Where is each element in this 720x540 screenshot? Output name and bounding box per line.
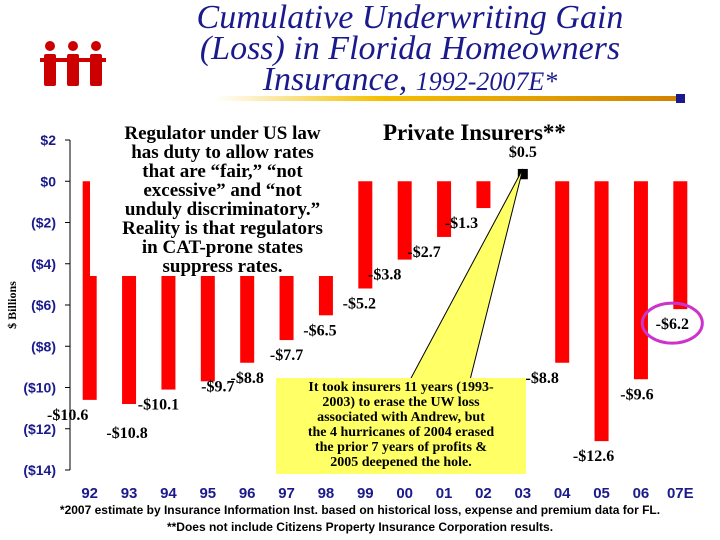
data-label: -$3.8 [368,267,401,284]
data-label: -$6.2 [656,316,689,333]
data-label: -$10.6 [47,407,88,424]
highlight-ellipse [640,301,704,345]
x-tick-label: 02 [475,485,492,502]
chart-title: Cumulative Underwriting Gain (Loss) in F… [130,0,690,98]
x-tick-label: 99 [357,485,374,502]
callout-line-4: excessive” and “not [143,180,302,201]
data-label: -$5.2 [343,296,376,313]
footnote-line-2: **Does not include Citizens Property Ins… [166,520,554,534]
title-line-3: Insurance, 1992-2007E* [130,61,690,98]
x-tick-label: 95 [199,485,216,502]
title-line-3-text: Insurance, [262,61,408,98]
y-axis-title: $ Billions [5,281,19,329]
callout-line-3: that are “fair,” “not [142,161,303,182]
data-label: -$12.6 [573,448,614,465]
bar-99 [358,181,373,289]
note-pointer-wedge [409,168,524,381]
y-tick-label: $0 [40,173,56,189]
bar-02 [476,181,491,209]
x-tick-label: 93 [121,485,138,502]
x-tick-label: 92 [81,485,98,502]
footnote-line-1: *2007 estimate by Insurance Information … [59,503,661,517]
x-tick-label: 03 [514,485,531,502]
note-box-background [276,378,526,474]
x-tick-label: 00 [396,485,413,502]
data-label: $0.5 [509,144,537,161]
data-label: -$2.7 [407,244,440,261]
bar-00 [397,181,412,260]
data-label: -$1.3 [445,215,478,232]
note-line-1: It took insurers 11 years (1993- [308,380,494,395]
x-tick-label: 07E [667,485,694,502]
y-tick-label: $2 [40,132,56,148]
y-tick-label: ($2) [31,215,56,231]
callout-line-1: Regulator under US law [124,123,321,144]
bar-04 [555,181,570,363]
x-tick-label: 94 [160,485,177,502]
callout-line-7: in CAT-prone states [141,237,304,258]
data-label: -$8.8 [231,370,264,387]
data-label: -$6.5 [303,322,336,339]
andrew-note-callout: It took insurers 11 years (1993- 2003) to… [276,380,526,470]
bar-06 [633,181,648,380]
data-label: -$7.7 [270,347,303,364]
bar-05 [594,181,609,442]
note-line-2: 2003) to erase the UW loss [322,395,480,410]
callout-line-6: Reality is that regulators [122,218,323,239]
title-line-2: (Loss) in Florida Homeowners [199,30,621,67]
data-label: -$10.8 [106,425,147,442]
y-tick-label: ($12) [23,421,56,437]
x-tick-label: 05 [593,485,610,502]
data-label: -$10.1 [138,397,179,414]
title-line-1: Cumulative Underwriting Gain [196,0,624,36]
data-label: -$9.6 [620,386,653,403]
note-line-5: the prior 7 years of profits & [314,440,488,455]
iii-logo-icon [40,41,106,86]
y-tick-label: ($6) [31,297,56,313]
callout-line-8: suppress rates. [162,256,283,277]
x-tick-label: 96 [239,485,256,502]
x-tick-label: 04 [554,485,571,502]
note-line-6: 2005 deepened the hole. [330,455,472,470]
footnote: *2007 estimate by Insurance Information … [0,502,720,536]
y-tick-label: ($14) [23,462,56,478]
regulator-callout: Regulator under US law has duty to allow … [90,124,355,276]
bar-03 [517,168,528,180]
title-years: 1992-2007E* [415,67,558,96]
bar-07E [673,181,688,310]
x-tick-label: 01 [436,485,453,502]
data-label: -$8.8 [526,370,559,387]
private-insurers-label: Private Insurers** [383,120,566,145]
callout-line-2: has duty to allow rates [131,142,314,163]
note-line-3: associated with Andrew, but [317,410,485,425]
title-underline-dot [676,94,685,103]
title-underline [215,96,685,101]
x-tick-label: 06 [633,485,650,502]
note-line-4: the 4 hurricanes of 2004 erased [307,425,495,440]
y-tick-label: ($4) [31,256,56,272]
y-tick-label: ($10) [23,380,56,396]
bar-01 [437,181,452,237]
y-tick-label: ($8) [31,338,56,354]
x-tick-label: 98 [318,485,335,502]
data-label: -$9.7 [201,378,234,395]
x-tick-label: 97 [278,485,295,502]
callout-line-5: unduly discriminatory.” [124,199,321,220]
